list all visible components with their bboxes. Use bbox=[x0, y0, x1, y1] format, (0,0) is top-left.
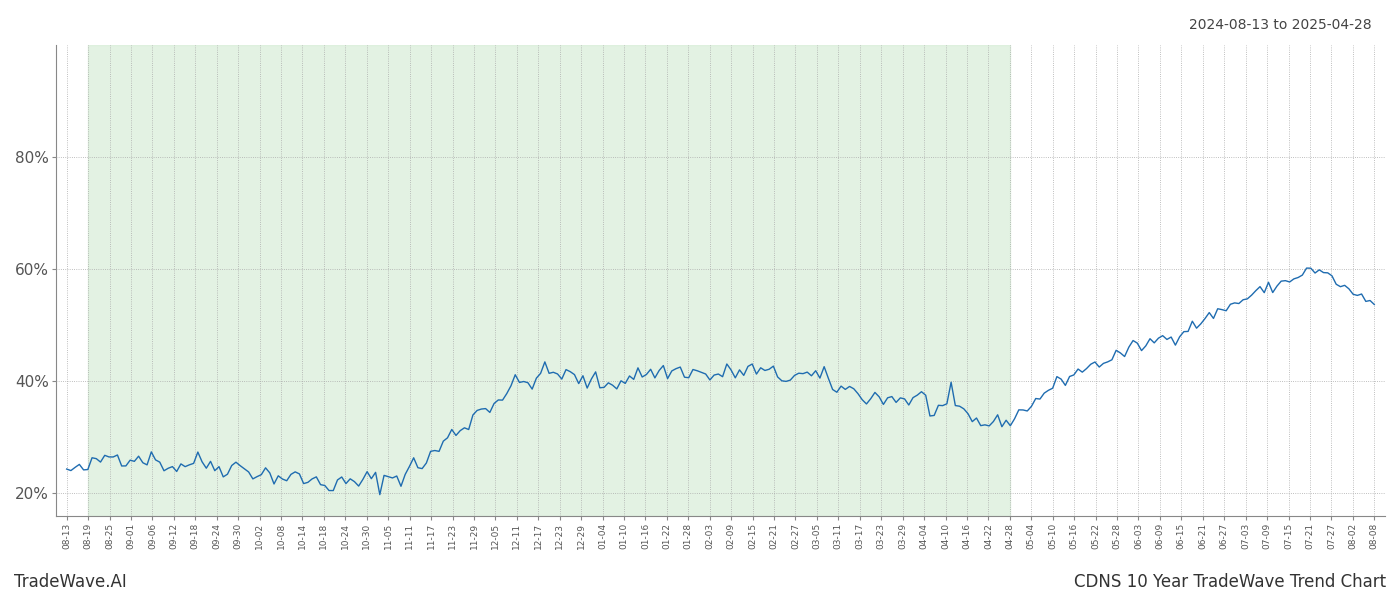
Text: CDNS 10 Year TradeWave Trend Chart: CDNS 10 Year TradeWave Trend Chart bbox=[1074, 573, 1386, 591]
Text: TradeWave.AI: TradeWave.AI bbox=[14, 573, 127, 591]
Bar bbox=[88, 45, 1009, 516]
Text: 2024-08-13 to 2025-04-28: 2024-08-13 to 2025-04-28 bbox=[1190, 18, 1372, 32]
